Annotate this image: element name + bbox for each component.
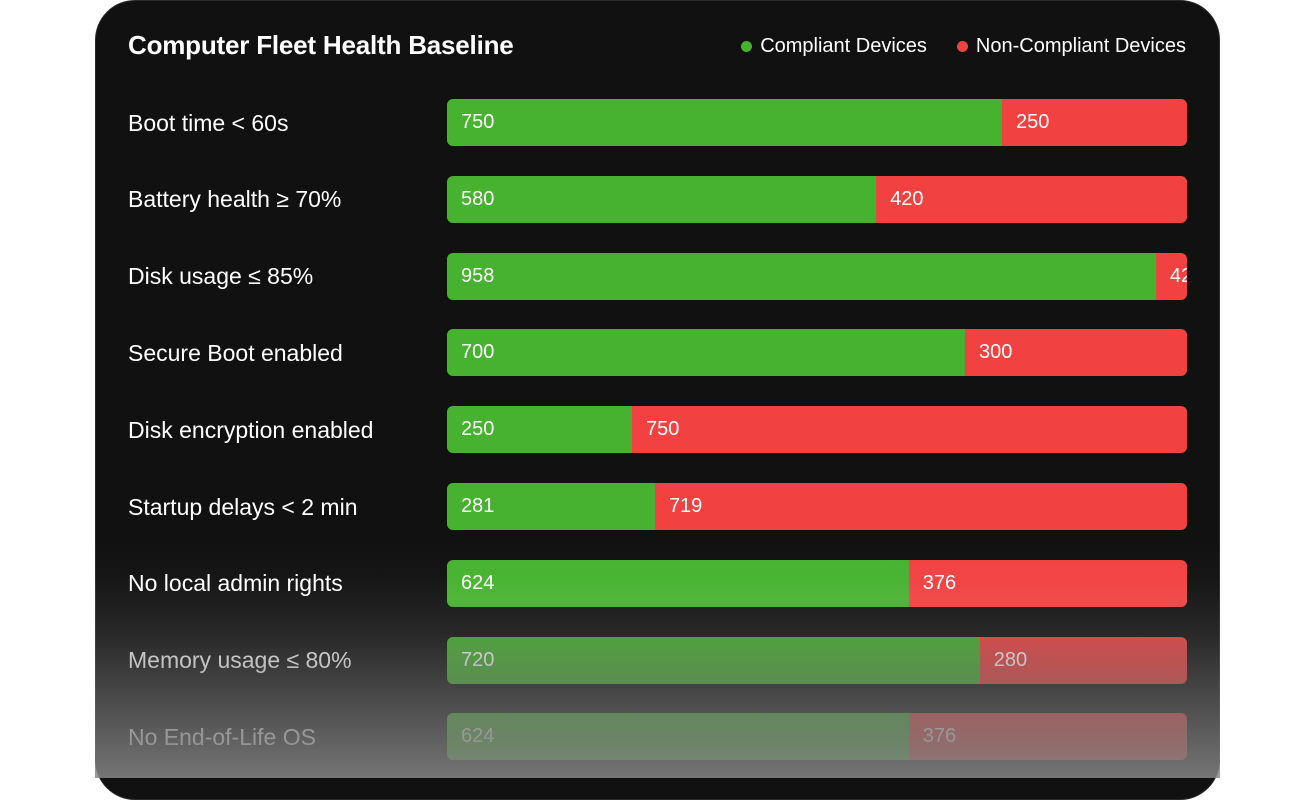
bar-compliant: 700 bbox=[447, 329, 965, 377]
bar-row: 281 719 bbox=[447, 483, 1187, 530]
bar-compliant: 281 bbox=[447, 483, 655, 530]
bar-compliant: 958 bbox=[447, 252, 1156, 300]
bar-value-label: 580 bbox=[461, 187, 495, 210]
bar-non-compliant: 280 bbox=[979, 636, 1187, 684]
bar-value-label: 250 bbox=[461, 418, 495, 441]
bar-non-compliant: 250 bbox=[1002, 99, 1187, 146]
chart-legend: Compliant Devices Non-Compliant Devices bbox=[741, 35, 1186, 58]
bar-value-label: 420 bbox=[890, 187, 924, 210]
bar-compliant: 250 bbox=[447, 406, 632, 454]
bar-value-label: 42 bbox=[1169, 264, 1187, 287]
legend-dot-compliant bbox=[741, 41, 753, 52]
bar-value-label: 376 bbox=[922, 571, 957, 594]
legend-label-compliant: Compliant Devices bbox=[760, 35, 927, 57]
bar-non-compliant: 750 bbox=[632, 406, 1187, 454]
category-label: Battery health ≥ 70% bbox=[128, 186, 342, 213]
bar-value-label: 700 bbox=[461, 341, 495, 364]
bar-non-compliant: 719 bbox=[654, 483, 1187, 530]
bar-row: 624 376 bbox=[447, 559, 1187, 607]
bar-compliant: 720 bbox=[447, 636, 980, 684]
bar-non-compliant: 420 bbox=[876, 175, 1187, 223]
bar-value-label: 958 bbox=[461, 264, 495, 287]
bar-compliant: 624 bbox=[447, 713, 909, 761]
legend-item-non-compliant: Non-Compliant Devices bbox=[956, 35, 1186, 58]
bar-non-compliant: 300 bbox=[965, 329, 1187, 377]
bar-row: 958 42 bbox=[447, 252, 1187, 300]
category-label: Secure Boot enabled bbox=[128, 339, 343, 366]
bar-non-compliant: 376 bbox=[908, 713, 1187, 761]
bar-compliant: 750 bbox=[447, 99, 1002, 146]
bar-value-label: 624 bbox=[461, 725, 495, 748]
bar-non-compliant: 376 bbox=[908, 559, 1187, 607]
bar-row: 580 420 bbox=[447, 175, 1187, 223]
bar-value-label: 300 bbox=[979, 341, 1013, 364]
bar-non-compliant: 42 bbox=[1155, 252, 1187, 300]
bar-value-label: 750 bbox=[461, 111, 495, 133]
legend-dot-non-compliant bbox=[956, 41, 968, 52]
bar-value-label: 280 bbox=[993, 648, 1028, 671]
bar-row: 720 280 bbox=[447, 636, 1187, 684]
category-label: Boot time < 60s bbox=[128, 109, 289, 136]
bar-value-label: 376 bbox=[922, 725, 957, 748]
bar-compliant: 580 bbox=[447, 175, 877, 223]
bar-value-label: 250 bbox=[1016, 111, 1050, 133]
bar-value-label: 720 bbox=[461, 648, 495, 671]
category-label: Startup delays < 2 min bbox=[128, 493, 358, 520]
legend-label-non-compliant: Non-Compliant Devices bbox=[975, 35, 1186, 57]
chart-title: Computer Fleet Health Baseline bbox=[128, 30, 514, 60]
legend-item-compliant: Compliant Devices bbox=[741, 35, 927, 58]
category-label: Memory usage ≤ 80% bbox=[128, 647, 352, 674]
bar-row: 700 300 bbox=[447, 329, 1187, 377]
bar-value-label: 719 bbox=[668, 495, 703, 517]
bar-row: 250 750 bbox=[447, 406, 1187, 454]
bar-row: 624 376 bbox=[447, 713, 1187, 761]
category-label: Disk usage ≤ 85% bbox=[128, 263, 314, 290]
category-label: No local admin rights bbox=[128, 570, 343, 597]
bar-value-label: 624 bbox=[461, 571, 495, 594]
bar-value-label: 750 bbox=[646, 418, 680, 441]
category-label: No End-of-Life OS bbox=[128, 723, 316, 750]
bar-row: 750 250 bbox=[447, 99, 1187, 146]
bar-compliant: 624 bbox=[447, 559, 909, 607]
category-label: Disk encryption enabled bbox=[128, 416, 374, 443]
bar-value-label: 281 bbox=[461, 495, 495, 517]
